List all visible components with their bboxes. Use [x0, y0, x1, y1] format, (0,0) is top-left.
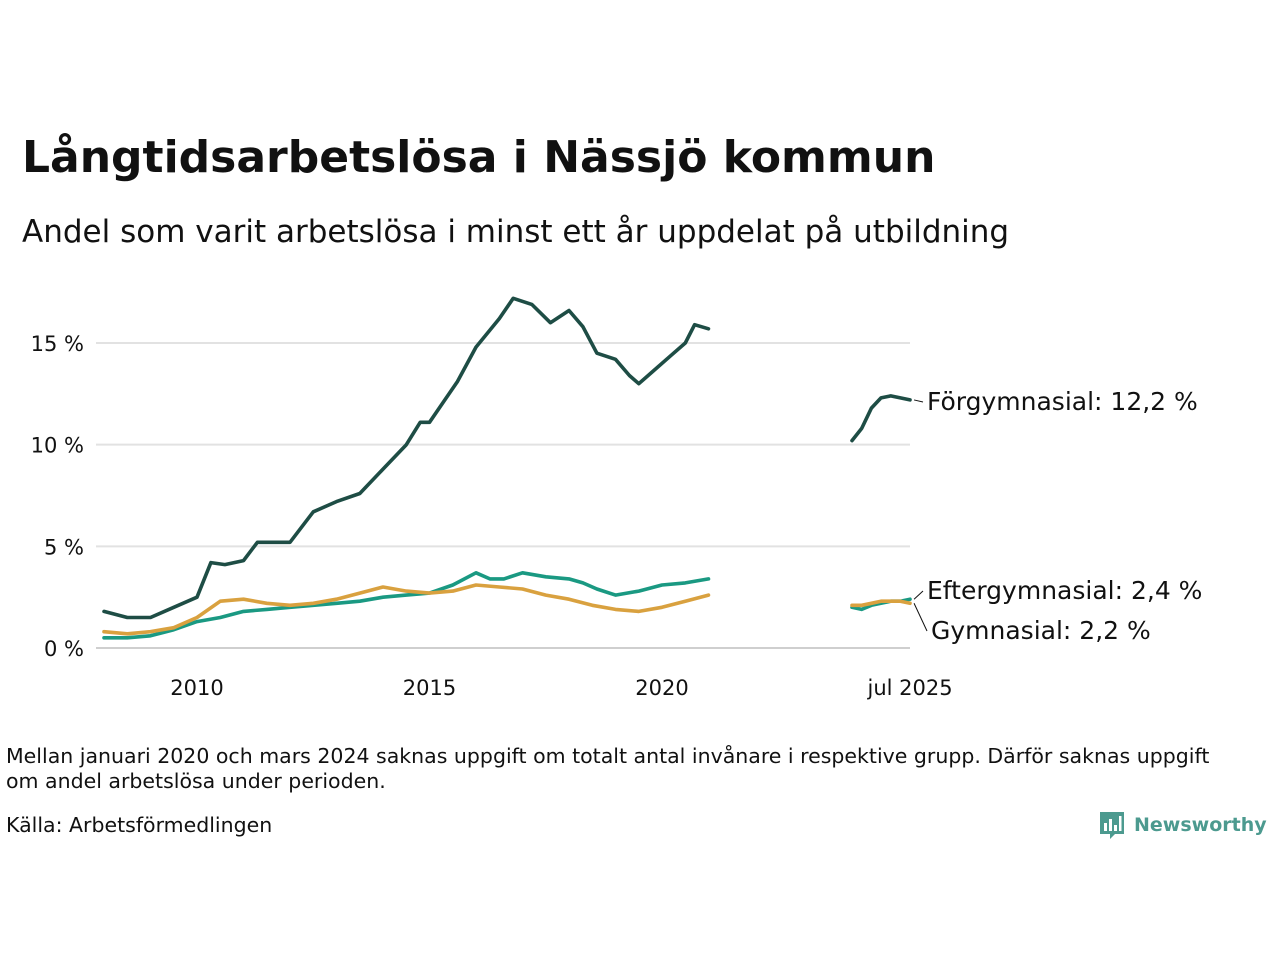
x-tick-label: 2010: [170, 676, 223, 700]
chart-title: Långtidsarbetslösa i Nässjö kommun: [22, 132, 936, 183]
series-line-gymnasial: [102, 583, 711, 636]
chart-subtitle: Andel som varit arbetslösa i minst ett å…: [22, 214, 1010, 250]
x-tick-label: 2015: [403, 676, 456, 700]
x-tick-label: jul 2025: [866, 676, 952, 700]
series-end-label: Eftergymnasial: 2,4 %: [927, 576, 1202, 605]
series-line-eftergymnasial: [102, 571, 711, 640]
series-line-förgymnasial: [850, 394, 912, 443]
leader-line: [913, 399, 924, 403]
x-axis-ticks: 2010 2015 2020 jul 2025: [170, 676, 952, 700]
y-tick-label: 10 %: [31, 434, 84, 458]
series-end-labels: Förgymnasial: 12,2 % Eftergymnasial: 2,4 …: [913, 387, 1202, 645]
leader-line: [913, 590, 924, 600]
series-line-förgymnasial: [102, 296, 711, 620]
brand-name: Newsworthy: [1134, 814, 1267, 836]
series-end-label: Förgymnasial: 12,2 %: [927, 387, 1198, 416]
series-line-gymnasial: [850, 599, 912, 608]
series-lines: [102, 296, 912, 640]
series-end-label: Gymnasial: 2,2 %: [931, 616, 1151, 645]
bar-chart-icon: [1100, 812, 1124, 839]
leader-line: [913, 603, 928, 632]
y-tick-label: 15 %: [31, 332, 84, 356]
y-tick-label: 0 %: [44, 637, 84, 661]
gridlines: [96, 342, 910, 649]
y-tick-label: 5 %: [44, 535, 84, 559]
source-text: Källa: Arbetsförmedlingen: [6, 813, 273, 837]
footnote: Mellan januari 2020 och mars 2024 saknas…: [6, 744, 1210, 793]
y-axis-ticks: 0 % 5 % 10 % 15 %: [31, 332, 84, 661]
x-tick-label: 2020: [635, 676, 688, 700]
newsworthy-logo: Newsworthy: [1098, 808, 1267, 842]
